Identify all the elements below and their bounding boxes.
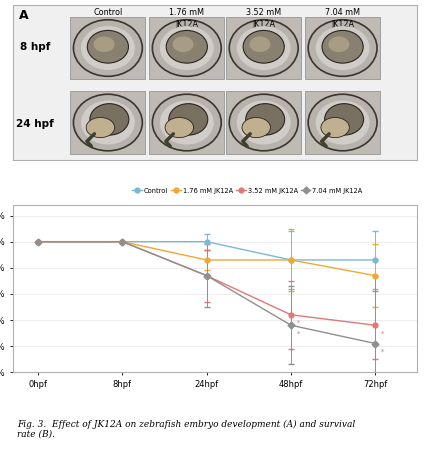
Legend: Control, 1.76 mM JK12A, 3.52 mM JK12A, 7.04 mM JK12A: Control, 1.76 mM JK12A, 3.52 mM JK12A, 7…: [130, 185, 365, 196]
FancyBboxPatch shape: [70, 91, 145, 154]
Text: 7.04 mM
JK12A: 7.04 mM JK12A: [325, 8, 360, 28]
Ellipse shape: [94, 36, 115, 52]
Ellipse shape: [328, 36, 349, 52]
Ellipse shape: [316, 100, 370, 145]
Ellipse shape: [81, 26, 135, 70]
Ellipse shape: [237, 100, 291, 145]
Text: *: *: [297, 331, 300, 337]
Text: 1.76 mM
JK12A: 1.76 mM JK12A: [169, 8, 204, 28]
Text: Fig. 3.  Effect of JK12A on zebrafish embryo development (A) and survival
rate (: Fig. 3. Effect of JK12A on zebrafish emb…: [17, 420, 355, 439]
FancyBboxPatch shape: [70, 16, 145, 79]
Ellipse shape: [308, 94, 377, 151]
Text: 24 hpf: 24 hpf: [16, 119, 54, 129]
Text: 3.52 mM
JK12A: 3.52 mM JK12A: [246, 8, 281, 28]
Text: *: *: [297, 320, 300, 326]
Ellipse shape: [316, 26, 370, 70]
FancyBboxPatch shape: [305, 91, 380, 154]
Ellipse shape: [242, 118, 271, 137]
Ellipse shape: [308, 20, 377, 76]
Text: *: *: [381, 349, 385, 355]
Text: *: *: [381, 331, 385, 337]
Ellipse shape: [229, 20, 298, 76]
FancyBboxPatch shape: [226, 91, 301, 154]
Ellipse shape: [246, 104, 285, 135]
Ellipse shape: [153, 94, 221, 151]
Ellipse shape: [325, 104, 363, 135]
Ellipse shape: [250, 36, 271, 52]
Text: A: A: [19, 9, 29, 22]
Ellipse shape: [229, 94, 298, 151]
Ellipse shape: [153, 20, 221, 76]
Ellipse shape: [166, 30, 207, 63]
Ellipse shape: [160, 26, 214, 70]
FancyBboxPatch shape: [150, 16, 224, 79]
Ellipse shape: [73, 94, 142, 151]
Ellipse shape: [160, 100, 214, 145]
Text: Control: Control: [93, 8, 123, 17]
Text: 8 hpf: 8 hpf: [20, 42, 50, 52]
Ellipse shape: [165, 118, 193, 137]
FancyBboxPatch shape: [226, 16, 301, 79]
Ellipse shape: [322, 30, 363, 63]
Ellipse shape: [81, 100, 135, 145]
FancyBboxPatch shape: [150, 91, 224, 154]
Ellipse shape: [169, 104, 208, 135]
Ellipse shape: [87, 30, 129, 63]
FancyBboxPatch shape: [305, 16, 380, 79]
Ellipse shape: [237, 26, 291, 70]
Ellipse shape: [321, 118, 349, 137]
Ellipse shape: [173, 36, 193, 52]
Ellipse shape: [243, 30, 284, 63]
Ellipse shape: [86, 118, 115, 137]
Ellipse shape: [73, 20, 142, 76]
Ellipse shape: [90, 104, 129, 135]
